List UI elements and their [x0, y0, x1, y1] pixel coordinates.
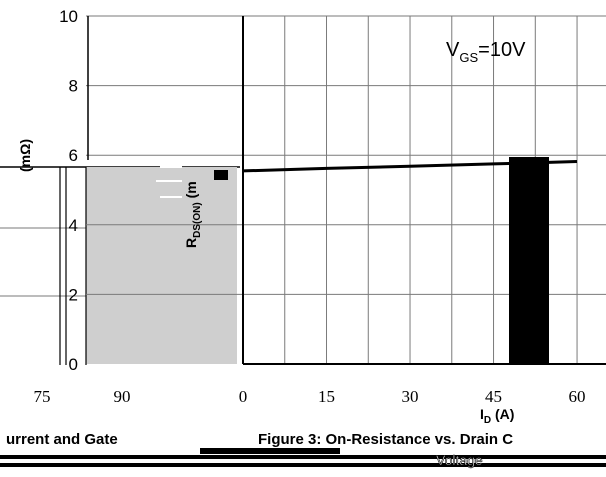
x-tick-label: 0 — [239, 387, 248, 406]
footer-band: Voltage — [0, 448, 606, 468]
footer-text: Voltage — [436, 452, 483, 468]
main-chart: 0 2 4 6 8 10 0 15 30 45 60 VGS=10V RDS(ON) (m ID … — [59, 7, 606, 448]
left-panel-ylabel: (mΩ) — [17, 139, 33, 172]
y-tick-label: 10 — [59, 7, 78, 26]
artifact-black-bar — [509, 157, 549, 365]
artifact-block — [214, 170, 228, 180]
y-tick-label: 0 — [69, 355, 78, 374]
artifact-streak — [160, 196, 182, 198]
artifact-streak — [156, 180, 182, 182]
left-panel-x-tick-label: 75 — [34, 387, 51, 406]
left-panel-fragment: (mΩ) 75 90 urrent and Gate — [0, 139, 240, 448]
y-tick-label: 8 — [69, 77, 78, 96]
y-tick-label: 6 — [69, 146, 78, 165]
figure-caption: Figure 3: On-Resistance vs. Drain C — [258, 431, 513, 448]
x-tick-label: 60 — [569, 387, 586, 406]
grid — [86, 15, 606, 365]
x-tick-label: 45 — [485, 387, 502, 406]
footer-rule — [0, 463, 606, 467]
y-axis-label: RDS(ON) (m — [183, 181, 203, 248]
x-ticks: 0 15 30 45 60 — [239, 387, 586, 406]
footer-rule — [200, 448, 340, 454]
y-ticks: 0 2 4 6 8 10 — [59, 7, 78, 374]
y-tick-label: 2 — [69, 285, 78, 304]
vgs-annotation: VGS=10V — [446, 39, 526, 65]
y-tick-label: 4 — [69, 216, 78, 235]
footer-rule — [0, 455, 606, 459]
left-panel-caption: urrent and Gate — [6, 431, 118, 448]
left-panel-x-tick-label: 90 — [114, 387, 131, 406]
x-tick-label: 30 — [402, 387, 419, 406]
x-tick-label: 15 — [318, 387, 335, 406]
x-axis-label: ID (A) — [480, 406, 514, 426]
series-line — [242, 160, 578, 173]
left-panel-gray-overlay — [86, 167, 237, 364]
artifact-streak — [160, 166, 182, 168]
